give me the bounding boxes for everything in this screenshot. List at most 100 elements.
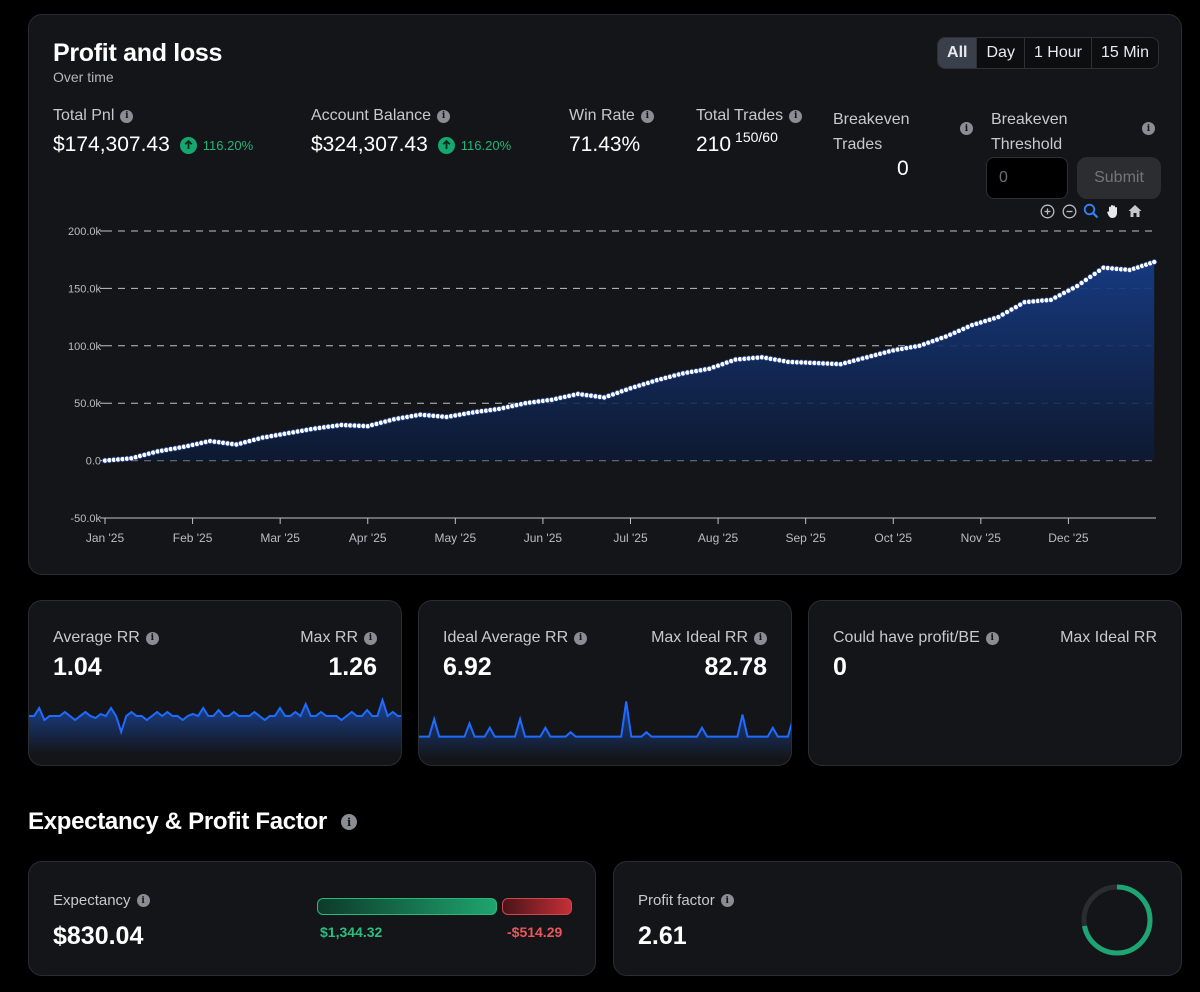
could-have-profit-value: 0 xyxy=(833,653,847,681)
pnl-point[interactable] xyxy=(1078,279,1085,286)
total-trades-label-text: Total Trades xyxy=(696,107,784,124)
total-pnl-value: $174,307.43 xyxy=(53,133,170,156)
y-tick-label: 50.0k xyxy=(74,398,101,410)
y-tick-label: -50.0k xyxy=(70,513,101,525)
x-tick-label: Feb '25 xyxy=(173,531,213,545)
profit-factor-card: Profit factor i 2.61 xyxy=(613,861,1182,976)
account-balance: $324,307.43 116.20% xyxy=(311,133,511,157)
x-tick-label: Nov '25 xyxy=(961,531,1002,545)
breakeven-threshold-label: Breakeven Threshold xyxy=(991,107,1068,157)
average-rr-label-text: Average RR xyxy=(53,629,140,646)
could-have-profit-label-text: Could have profit/BE xyxy=(833,629,980,646)
x-tick-label: Dec '25 xyxy=(1048,531,1089,545)
pnl-point[interactable] xyxy=(1017,301,1024,308)
expectancy-label-text: Expectancy xyxy=(53,892,131,909)
info-icon[interactable]: i xyxy=(640,109,654,123)
profit-factor-label-text: Profit factor xyxy=(638,892,715,909)
home-icon[interactable] xyxy=(1127,203,1143,219)
could-have-profit-card: Could have profit/BE i 0 Max Ideal RR xyxy=(808,600,1182,766)
info-icon[interactable]: i xyxy=(985,631,999,645)
pnl-point[interactable] xyxy=(995,314,1002,321)
range-1hour-button[interactable]: 1 Hour xyxy=(1023,38,1091,68)
total-pnl-label-text: Total Pnl xyxy=(53,107,115,124)
range-all-button[interactable]: All xyxy=(938,38,977,68)
max-ideal-rr-label: Max Ideal RR i xyxy=(651,629,767,647)
max-ideal-rr-label-text: Max Ideal RR xyxy=(651,629,748,646)
x-tick-label: Mar '25 xyxy=(260,531,300,545)
info-icon[interactable]: i xyxy=(574,631,588,645)
info-icon[interactable]: i xyxy=(960,122,973,135)
y-tick-label: 0.0 xyxy=(86,456,101,468)
breakeven-trades-label-line1: Breakeven xyxy=(833,111,910,128)
avg-win-value: $1,344.32 xyxy=(320,924,383,940)
x-tick-label: Jan '25 xyxy=(86,531,125,545)
max-ideal-rr-label-text: Max Ideal RR xyxy=(1060,629,1157,646)
magnify-icon[interactable] xyxy=(1083,203,1099,219)
sparkline-area xyxy=(419,701,791,759)
expectancy-card: Expectancy i $830.04 $1,344.32 -$514.29 xyxy=(28,861,596,976)
rr-card: Average RR i 1.04 Max RR i 1.26 xyxy=(28,600,402,766)
y-tick-label: 150.0k xyxy=(68,283,102,295)
x-tick-label: Jun '25 xyxy=(524,531,563,545)
account-balance-change: 116.20% xyxy=(460,137,512,153)
arrow-up-icon xyxy=(437,136,455,154)
info-icon[interactable]: i xyxy=(340,814,357,830)
range-day-button[interactable]: Day xyxy=(976,38,1023,68)
pnl-point[interactable] xyxy=(1074,283,1081,290)
pnl-point[interactable] xyxy=(1151,258,1158,265)
pnl-point[interactable] xyxy=(1082,276,1089,283)
time-range-selector: All Day 1 Hour 15 Min xyxy=(937,37,1159,69)
breakeven-threshold-input[interactable] xyxy=(986,157,1068,199)
info-icon[interactable]: i xyxy=(145,631,159,645)
breakeven-threshold-label-line2: Threshold xyxy=(991,136,1063,153)
total-trades-value: 210 xyxy=(696,133,732,156)
info-icon[interactable]: i xyxy=(364,631,377,645)
zoom-in-icon[interactable] xyxy=(1039,203,1055,219)
info-icon[interactable]: i xyxy=(720,894,734,907)
average-rr-sparkline xyxy=(29,696,401,754)
ideal-average-rr-value: 6.92 xyxy=(443,653,492,681)
pan-hand-icon[interactable] xyxy=(1105,203,1121,219)
sparkline xyxy=(29,696,401,736)
account-balance-value: $324,307.43 xyxy=(311,133,428,156)
ideal-average-rr-label: Ideal Average RR i xyxy=(443,629,588,647)
range-15min-button[interactable]: 15 Min xyxy=(1090,38,1158,68)
breakeven-trades-label: Breakeven Trades xyxy=(833,107,910,157)
account-balance-label: Account Balance i xyxy=(311,107,451,125)
max-ideal-rr-label: Max Ideal RR xyxy=(1060,629,1157,647)
pnl-area xyxy=(105,262,1155,461)
pnl-point[interactable] xyxy=(1091,270,1098,277)
pnl-point[interactable] xyxy=(1096,267,1103,274)
x-tick-label: Jul '25 xyxy=(613,531,648,545)
pnl-point[interactable] xyxy=(1012,304,1019,311)
total-pnl-change: 116.20% xyxy=(202,137,254,153)
arrow-up-icon xyxy=(179,136,197,154)
chart-toolbar xyxy=(1039,203,1143,219)
zoom-out-icon[interactable] xyxy=(1061,203,1077,219)
breakeven-trades-label-line2: Trades xyxy=(833,136,883,153)
win-rate-label-text: Win Rate xyxy=(569,107,635,124)
win-loss-split: 150/60 xyxy=(735,129,778,145)
page-subtitle: Over time xyxy=(53,69,114,85)
info-icon[interactable]: i xyxy=(789,109,803,123)
ideal-average-rr-label-text: Ideal Average RR xyxy=(443,629,569,646)
total-pnl: $174,307.43 116.20% xyxy=(53,133,253,157)
info-icon[interactable]: i xyxy=(754,631,767,645)
pnl-point[interactable] xyxy=(999,311,1006,318)
info-icon[interactable]: i xyxy=(120,109,134,123)
info-icon[interactable]: i xyxy=(437,109,451,123)
average-rr-value: 1.04 xyxy=(53,653,102,681)
info-icon[interactable]: i xyxy=(136,894,150,907)
x-tick-label: May '25 xyxy=(435,531,477,545)
pnl-point[interactable] xyxy=(1087,273,1094,280)
total-trades-label: Total Trades i xyxy=(696,107,803,125)
info-icon[interactable]: i xyxy=(1142,122,1155,135)
pnl-point[interactable] xyxy=(1004,309,1011,316)
ring-progress xyxy=(1081,884,1153,956)
max-rr-label-text: Max RR xyxy=(300,629,358,646)
total-trades: 210 150/60 xyxy=(696,129,778,157)
max-rr-value: 1.26 xyxy=(328,653,377,681)
x-tick-label: Apr '25 xyxy=(349,531,387,545)
pnl-chart[interactable]: 200.0k 150.0k 100.0k 50.0k 0.0 -50.0k Jan '25 F… xyxy=(29,15,1183,576)
submit-button[interactable]: Submit xyxy=(1077,157,1161,199)
